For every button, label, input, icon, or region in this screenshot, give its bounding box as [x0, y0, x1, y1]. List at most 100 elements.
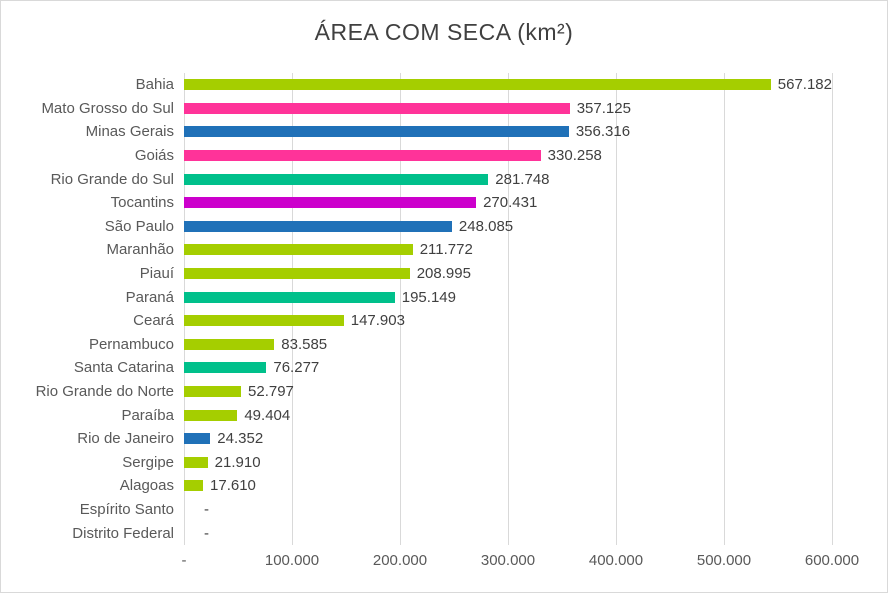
bar-row: Tocantins 270.431	[1, 191, 887, 215]
bar	[184, 456, 208, 468]
bar-track: 49.404	[184, 407, 832, 424]
bar	[184, 173, 489, 185]
value-label: 270.431	[483, 194, 538, 212]
gridline	[832, 73, 833, 545]
value-label: 248.085	[458, 217, 514, 235]
value-label: 357.125	[576, 99, 631, 117]
category-label: Tocantins	[110, 194, 174, 212]
x-tick-label: 400.000	[588, 552, 644, 569]
value-label: 211.772	[419, 241, 473, 259]
bar-track: 281.748	[184, 171, 832, 188]
bar-row: São Paulo 248.085	[1, 215, 887, 239]
bar-row: Rio de Janeiro 24.352	[1, 427, 887, 451]
category-label: Ceará	[133, 312, 174, 330]
bar	[184, 79, 771, 91]
gridline	[724, 73, 725, 545]
value-label: -	[204, 524, 209, 542]
bar-row: Alagoas 17.610	[1, 474, 887, 498]
value-label: 21.910	[214, 453, 261, 471]
category-label: Piauí	[139, 265, 174, 283]
x-tick-label: 300.000	[480, 552, 536, 569]
category-label: São Paulo	[104, 217, 174, 235]
category-label: Santa Catarina	[73, 359, 174, 377]
bar	[184, 102, 570, 114]
category-label: Minas Gerais	[85, 123, 174, 141]
bar	[184, 386, 242, 398]
value-label: 17.610	[210, 477, 256, 495]
bar-row: Minas Gerais 356.316	[1, 120, 887, 144]
bar-row: Distrito Federal -	[1, 521, 887, 545]
bar-row: Espírito Santo -	[1, 498, 887, 522]
bar-track: 83.585	[184, 336, 832, 353]
value-label: 281.748	[495, 170, 550, 188]
bar-track: -	[184, 525, 832, 542]
bar-row: Paraná 195.149	[1, 285, 887, 309]
bar-row: Bahia 567.182	[1, 73, 887, 97]
value-label: 330.258	[547, 147, 602, 165]
bar	[184, 338, 275, 350]
bar-track: 330.258	[184, 147, 832, 164]
value-label: 356.316	[575, 123, 631, 141]
value-label: 147.903	[350, 312, 405, 330]
x-axis: - 100.000 200.000 300.000 400.000 500.000 600.…	[182, 552, 860, 574]
category-label: Paraná	[125, 288, 174, 306]
gridline	[184, 73, 185, 545]
category-label: Rio Grande do Sul	[50, 170, 174, 188]
bar-row: Santa Catarina 76.277	[1, 356, 887, 380]
gridline	[508, 73, 509, 545]
bar	[184, 315, 344, 327]
bar	[184, 433, 211, 445]
value-label: 76.277	[273, 359, 320, 377]
bar	[184, 126, 569, 138]
bar	[184, 291, 395, 303]
value-label: 83.585	[281, 335, 328, 353]
x-tick-label: -	[181, 552, 187, 569]
gridlines	[184, 73, 833, 545]
bar-track: 567.182	[184, 76, 832, 93]
bar-row: Goiás 330.258	[1, 144, 887, 168]
category-label: Alagoas	[119, 477, 174, 495]
gridline	[400, 73, 401, 545]
bar-row: Rio Grande do Sul 281.748	[1, 167, 887, 191]
x-tick-label: 200.000	[372, 552, 428, 569]
value-label: 52.797	[248, 383, 294, 401]
bar	[184, 362, 267, 374]
bar-row: Maranhão 211.772	[1, 238, 887, 262]
bar-track: 195.149	[184, 289, 832, 306]
bar-track: -	[184, 501, 832, 518]
value-label: 208.995	[416, 265, 471, 283]
bar-rows: Bahia 567.182 Mato Grosso do Sul 357.125 Min…	[1, 73, 887, 545]
bar-track: 211.772	[184, 241, 832, 258]
category-label: Mato Grosso do Sul	[41, 99, 174, 117]
value-label: 49.404	[244, 406, 291, 424]
value-label: 24.352	[217, 430, 264, 448]
x-tick-label: 600.000	[804, 552, 860, 569]
category-label: Goiás	[134, 147, 174, 165]
bar-row: Sergipe 21.910	[1, 451, 887, 475]
bar-track: 147.903	[184, 312, 832, 329]
bar-track: 356.316	[184, 123, 832, 140]
value-label: 195.149	[401, 288, 456, 306]
value-label: -	[204, 500, 209, 518]
bar-track: 17.610	[184, 477, 832, 494]
bar	[184, 220, 452, 232]
bar-track: 21.910	[184, 454, 832, 471]
category-label: Bahia	[135, 76, 174, 94]
category-label: Rio Grande do Norte	[35, 383, 174, 401]
category-label: Espírito Santo	[79, 500, 174, 518]
bar-track: 270.431	[184, 194, 832, 211]
category-label: Maranhão	[106, 241, 174, 259]
category-label: Sergipe	[122, 453, 174, 471]
bar-row: Paraíba 49.404	[1, 403, 887, 427]
bar	[184, 244, 413, 256]
bar	[184, 197, 477, 209]
bar-row: Mato Grosso do Sul 357.125	[1, 97, 887, 121]
chart-title: ÁREA COM SECA (km²)	[314, 19, 574, 45]
category-label: Paraíba	[121, 406, 174, 424]
gridline	[616, 73, 617, 545]
value-label: 567.182	[777, 76, 832, 94]
gridline	[292, 73, 293, 545]
bar-row: Rio Grande do Norte 52.797	[1, 380, 887, 404]
bar-row: Piauí 208.995	[1, 262, 887, 286]
bar	[184, 268, 410, 280]
